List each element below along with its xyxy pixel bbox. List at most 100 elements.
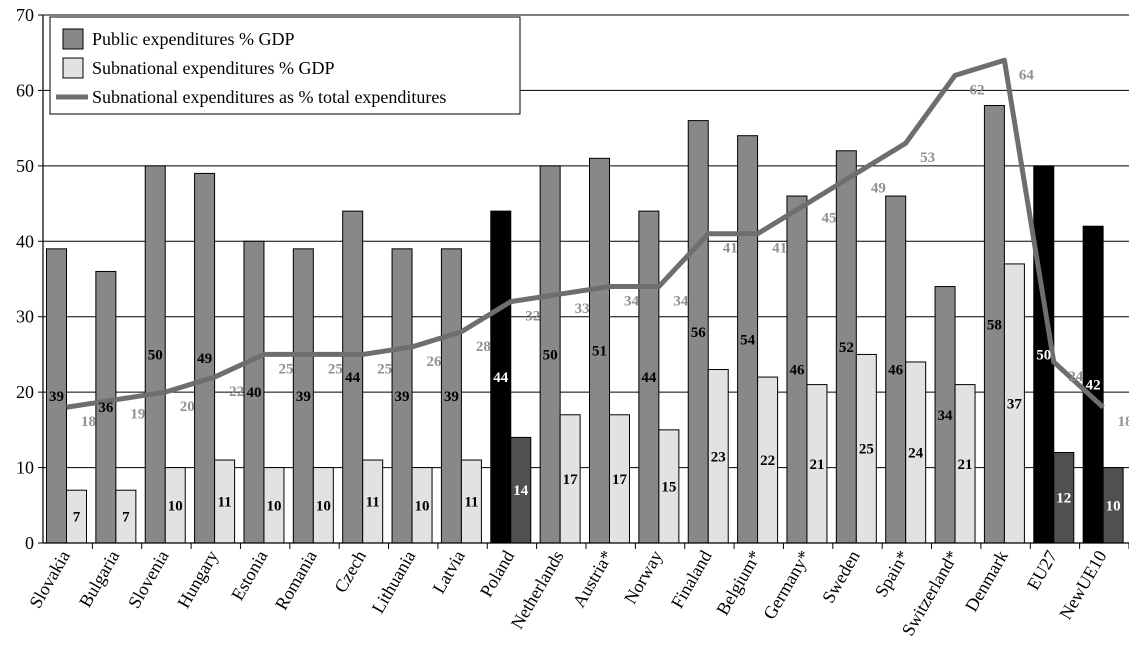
data-label-line: 22 bbox=[229, 384, 244, 400]
x-tick-label: Belgium* bbox=[712, 547, 765, 618]
x-tick-label: Spain* bbox=[871, 547, 913, 600]
data-label-subnational: 7 bbox=[122, 510, 130, 526]
x-tick-label: Lithuania bbox=[368, 547, 420, 617]
x-tick-label: Sweden bbox=[818, 547, 864, 606]
data-label-subnational: 10 bbox=[415, 498, 430, 514]
data-label-public: 56 bbox=[691, 325, 707, 341]
data-label-line: 18 bbox=[81, 414, 96, 430]
y-tick-label: 50 bbox=[16, 156, 34, 176]
data-label-public: 40 bbox=[246, 385, 261, 401]
y-tick-label: 40 bbox=[16, 231, 34, 251]
x-tick-label: Hungary bbox=[173, 547, 222, 612]
data-label-subnational: 10 bbox=[168, 498, 183, 514]
data-label-line: 25 bbox=[328, 361, 343, 377]
legend-label-subnational: Subnational expenditures % GDP bbox=[92, 58, 334, 78]
bars bbox=[46, 105, 1124, 544]
data-label-public: 44 bbox=[641, 370, 657, 386]
data-label-line: 41 bbox=[772, 241, 787, 257]
data-label-public: 49 bbox=[197, 351, 212, 367]
data-label-subnational: 15 bbox=[661, 479, 676, 495]
legend-swatch-subnational bbox=[62, 57, 84, 79]
legend-label-line: Subnational expenditures as % total expe… bbox=[92, 87, 446, 107]
data-label-line: 34 bbox=[624, 294, 640, 310]
y-tick-label: 60 bbox=[16, 80, 34, 100]
data-label-public: 44 bbox=[493, 370, 509, 386]
y-tick-label: 70 bbox=[16, 5, 34, 25]
data-label-subnational: 10 bbox=[1106, 498, 1121, 514]
data-label-line: 53 bbox=[920, 150, 935, 166]
x-tick-label: Bulgaria bbox=[75, 547, 123, 611]
data-label-public: 52 bbox=[839, 340, 854, 356]
y-tick-label: 30 bbox=[16, 307, 34, 327]
data-label-subnational: 22 bbox=[760, 453, 775, 469]
x-tick-label: Latvia bbox=[429, 547, 469, 597]
x-tick-label: NewUE10 bbox=[1055, 547, 1110, 623]
data-label-line: 64 bbox=[1019, 67, 1035, 83]
data-label-subnational: 11 bbox=[217, 495, 231, 511]
data-label-subnational: 11 bbox=[366, 495, 380, 511]
x-tick-label: Denmark bbox=[961, 547, 1012, 615]
data-label-public: 34 bbox=[938, 408, 954, 424]
data-label-public: 50 bbox=[1036, 347, 1051, 363]
data-label-subnational: 37 bbox=[1007, 396, 1023, 412]
data-label-line: 25 bbox=[377, 361, 392, 377]
x-tick-label: Czech bbox=[330, 547, 370, 596]
y-tick-label: 20 bbox=[16, 382, 34, 402]
data-label-subnational: 7 bbox=[73, 510, 81, 526]
data-label-line: 18 bbox=[1118, 414, 1129, 430]
data-label-subnational: 10 bbox=[316, 498, 331, 514]
data-label-line: 20 bbox=[180, 399, 195, 415]
data-label-public: 58 bbox=[987, 317, 1002, 333]
data-label-subnational: 24 bbox=[908, 445, 924, 461]
data-label-subnational: 23 bbox=[711, 449, 726, 465]
data-label-public: 46 bbox=[789, 363, 805, 379]
data-label-line: 32 bbox=[525, 309, 540, 325]
data-label-line: 24 bbox=[1068, 369, 1084, 385]
data-label-public: 39 bbox=[395, 389, 410, 405]
legend: Public expenditures % GDP Subnational ex… bbox=[49, 16, 521, 115]
data-label-line: 33 bbox=[575, 301, 590, 317]
line-subnational-share bbox=[66, 57, 1105, 410]
x-tick-label: Slovakia bbox=[25, 547, 74, 612]
data-label-public: 36 bbox=[98, 400, 114, 416]
data-label-line: 26 bbox=[427, 354, 443, 370]
x-tick-label: Germany* bbox=[759, 547, 814, 623]
legend-box bbox=[49, 16, 521, 115]
data-label-subnational: 11 bbox=[464, 495, 478, 511]
x-tick-label: Austria* bbox=[569, 547, 617, 611]
data-label-line: 49 bbox=[871, 180, 886, 196]
legend-swatch-public bbox=[62, 28, 84, 50]
x-tick-label: Poland bbox=[476, 547, 518, 600]
data-label-subnational: 10 bbox=[266, 498, 281, 514]
data-label-public: 54 bbox=[740, 332, 756, 348]
x-tick-label: Estonia bbox=[227, 547, 271, 604]
data-label-public: 50 bbox=[543, 347, 558, 363]
data-label-line: 34 bbox=[673, 294, 689, 310]
data-label-public: 50 bbox=[148, 347, 163, 363]
data-label-subnational: 17 bbox=[563, 472, 579, 488]
data-label-line: 19 bbox=[130, 407, 145, 423]
data-label-subnational: 14 bbox=[513, 483, 529, 499]
x-tick-label: Slovenia bbox=[124, 547, 173, 612]
data-label-line: 45 bbox=[821, 211, 836, 227]
x-tick-label: EU27 bbox=[1023, 547, 1061, 593]
data-label-public: 42 bbox=[1086, 378, 1101, 394]
x-tick-label: Finaland bbox=[667, 547, 716, 612]
x-tick-label: Norway bbox=[620, 547, 666, 607]
legend-label-public: Public expenditures % GDP bbox=[92, 29, 294, 49]
x-tick-label: Romania bbox=[271, 547, 321, 613]
data-label-public: 46 bbox=[888, 363, 904, 379]
data-label-public: 39 bbox=[49, 389, 64, 405]
line-series bbox=[66, 57, 1105, 410]
y-tick-label: 10 bbox=[16, 458, 34, 478]
data-label-subnational: 12 bbox=[1056, 491, 1071, 507]
data-label-line: 62 bbox=[970, 82, 985, 98]
data-label-line: 25 bbox=[278, 361, 293, 377]
data-label-line: 28 bbox=[476, 339, 491, 355]
data-label-subnational: 21 bbox=[958, 457, 973, 473]
data-label-public: 39 bbox=[296, 389, 311, 405]
data-label-subnational: 21 bbox=[809, 457, 824, 473]
data-label-public: 44 bbox=[345, 370, 361, 386]
